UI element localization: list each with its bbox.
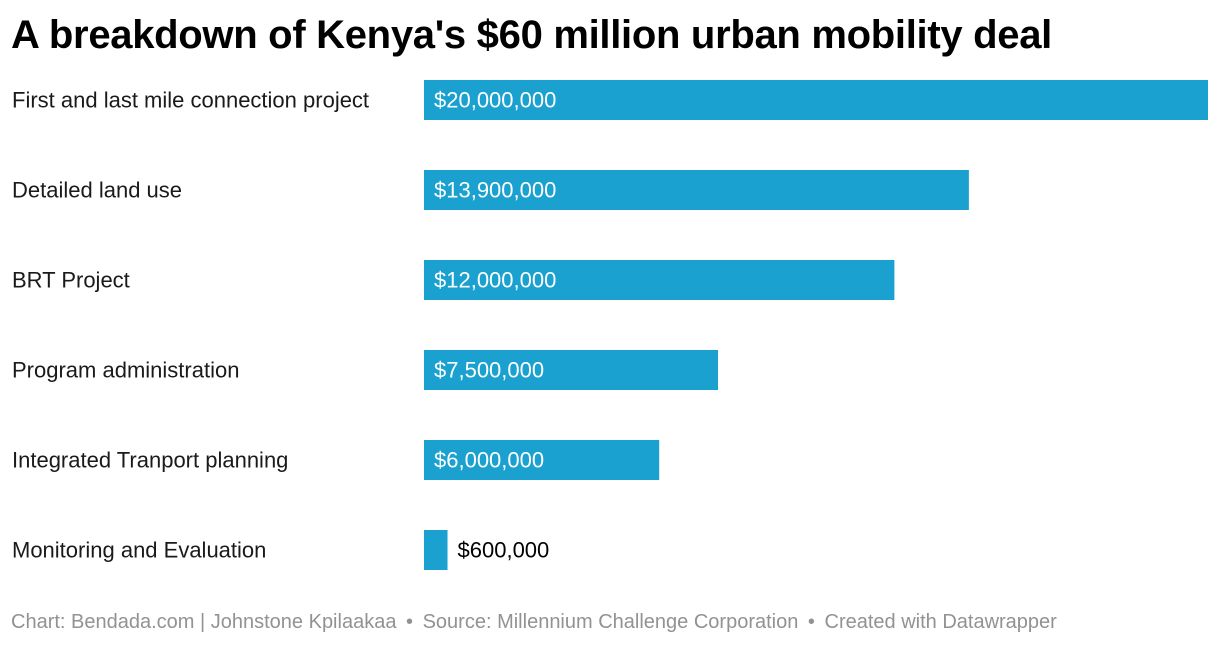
value-label: $12,000,000 bbox=[434, 268, 556, 293]
chart-title: A breakdown of Kenya's $60 million urban… bbox=[11, 13, 1052, 57]
footer-separator-2: • bbox=[807, 611, 815, 633]
chart-source: Source: Millennium Challenge Corporation bbox=[422, 611, 799, 633]
bar-row: Monitoring and Evaluation $600,000 bbox=[12, 530, 549, 570]
bar-row: First and last mile connection project $2… bbox=[12, 80, 1208, 120]
value-label: $7,500,000 bbox=[434, 358, 544, 383]
category-label: BRT Project bbox=[12, 268, 130, 293]
bar-chart: First and last mile connection project $2… bbox=[12, 80, 1208, 570]
bar bbox=[424, 530, 448, 570]
value-label: $6,000,000 bbox=[434, 448, 544, 473]
bar bbox=[424, 80, 1208, 120]
category-label: Program administration bbox=[12, 358, 239, 383]
bar-row: Integrated Tranport planning $6,000,000 bbox=[12, 440, 660, 480]
bar bbox=[424, 350, 718, 390]
bar bbox=[424, 440, 660, 480]
created-with: Created with Datawrapper bbox=[824, 611, 1057, 633]
category-label: First and last mile connection project bbox=[12, 88, 369, 113]
bar-row: Program administration $7,500,000 bbox=[12, 350, 718, 390]
value-label: $20,000,000 bbox=[434, 88, 556, 113]
category-label: Monitoring and Evaluation bbox=[12, 538, 266, 563]
bar-row: BRT Project $12,000,000 bbox=[12, 260, 895, 300]
value-label: $13,900,000 bbox=[434, 178, 556, 203]
footer-separator-1: • bbox=[406, 611, 414, 633]
value-label: $600,000 bbox=[458, 538, 550, 563]
bar bbox=[424, 260, 895, 300]
bar-row: Detailed land use $13,900,000 bbox=[12, 170, 969, 210]
category-label: Integrated Tranport planning bbox=[12, 448, 288, 473]
bar bbox=[424, 170, 969, 210]
chart-credit: Chart: Bendada.com | Johnstone Kpilaakaa bbox=[11, 611, 397, 633]
category-label: Detailed land use bbox=[12, 178, 182, 203]
chart-footer: Chart: Bendada.com | Johnstone Kpilaakaa… bbox=[11, 608, 1057, 636]
